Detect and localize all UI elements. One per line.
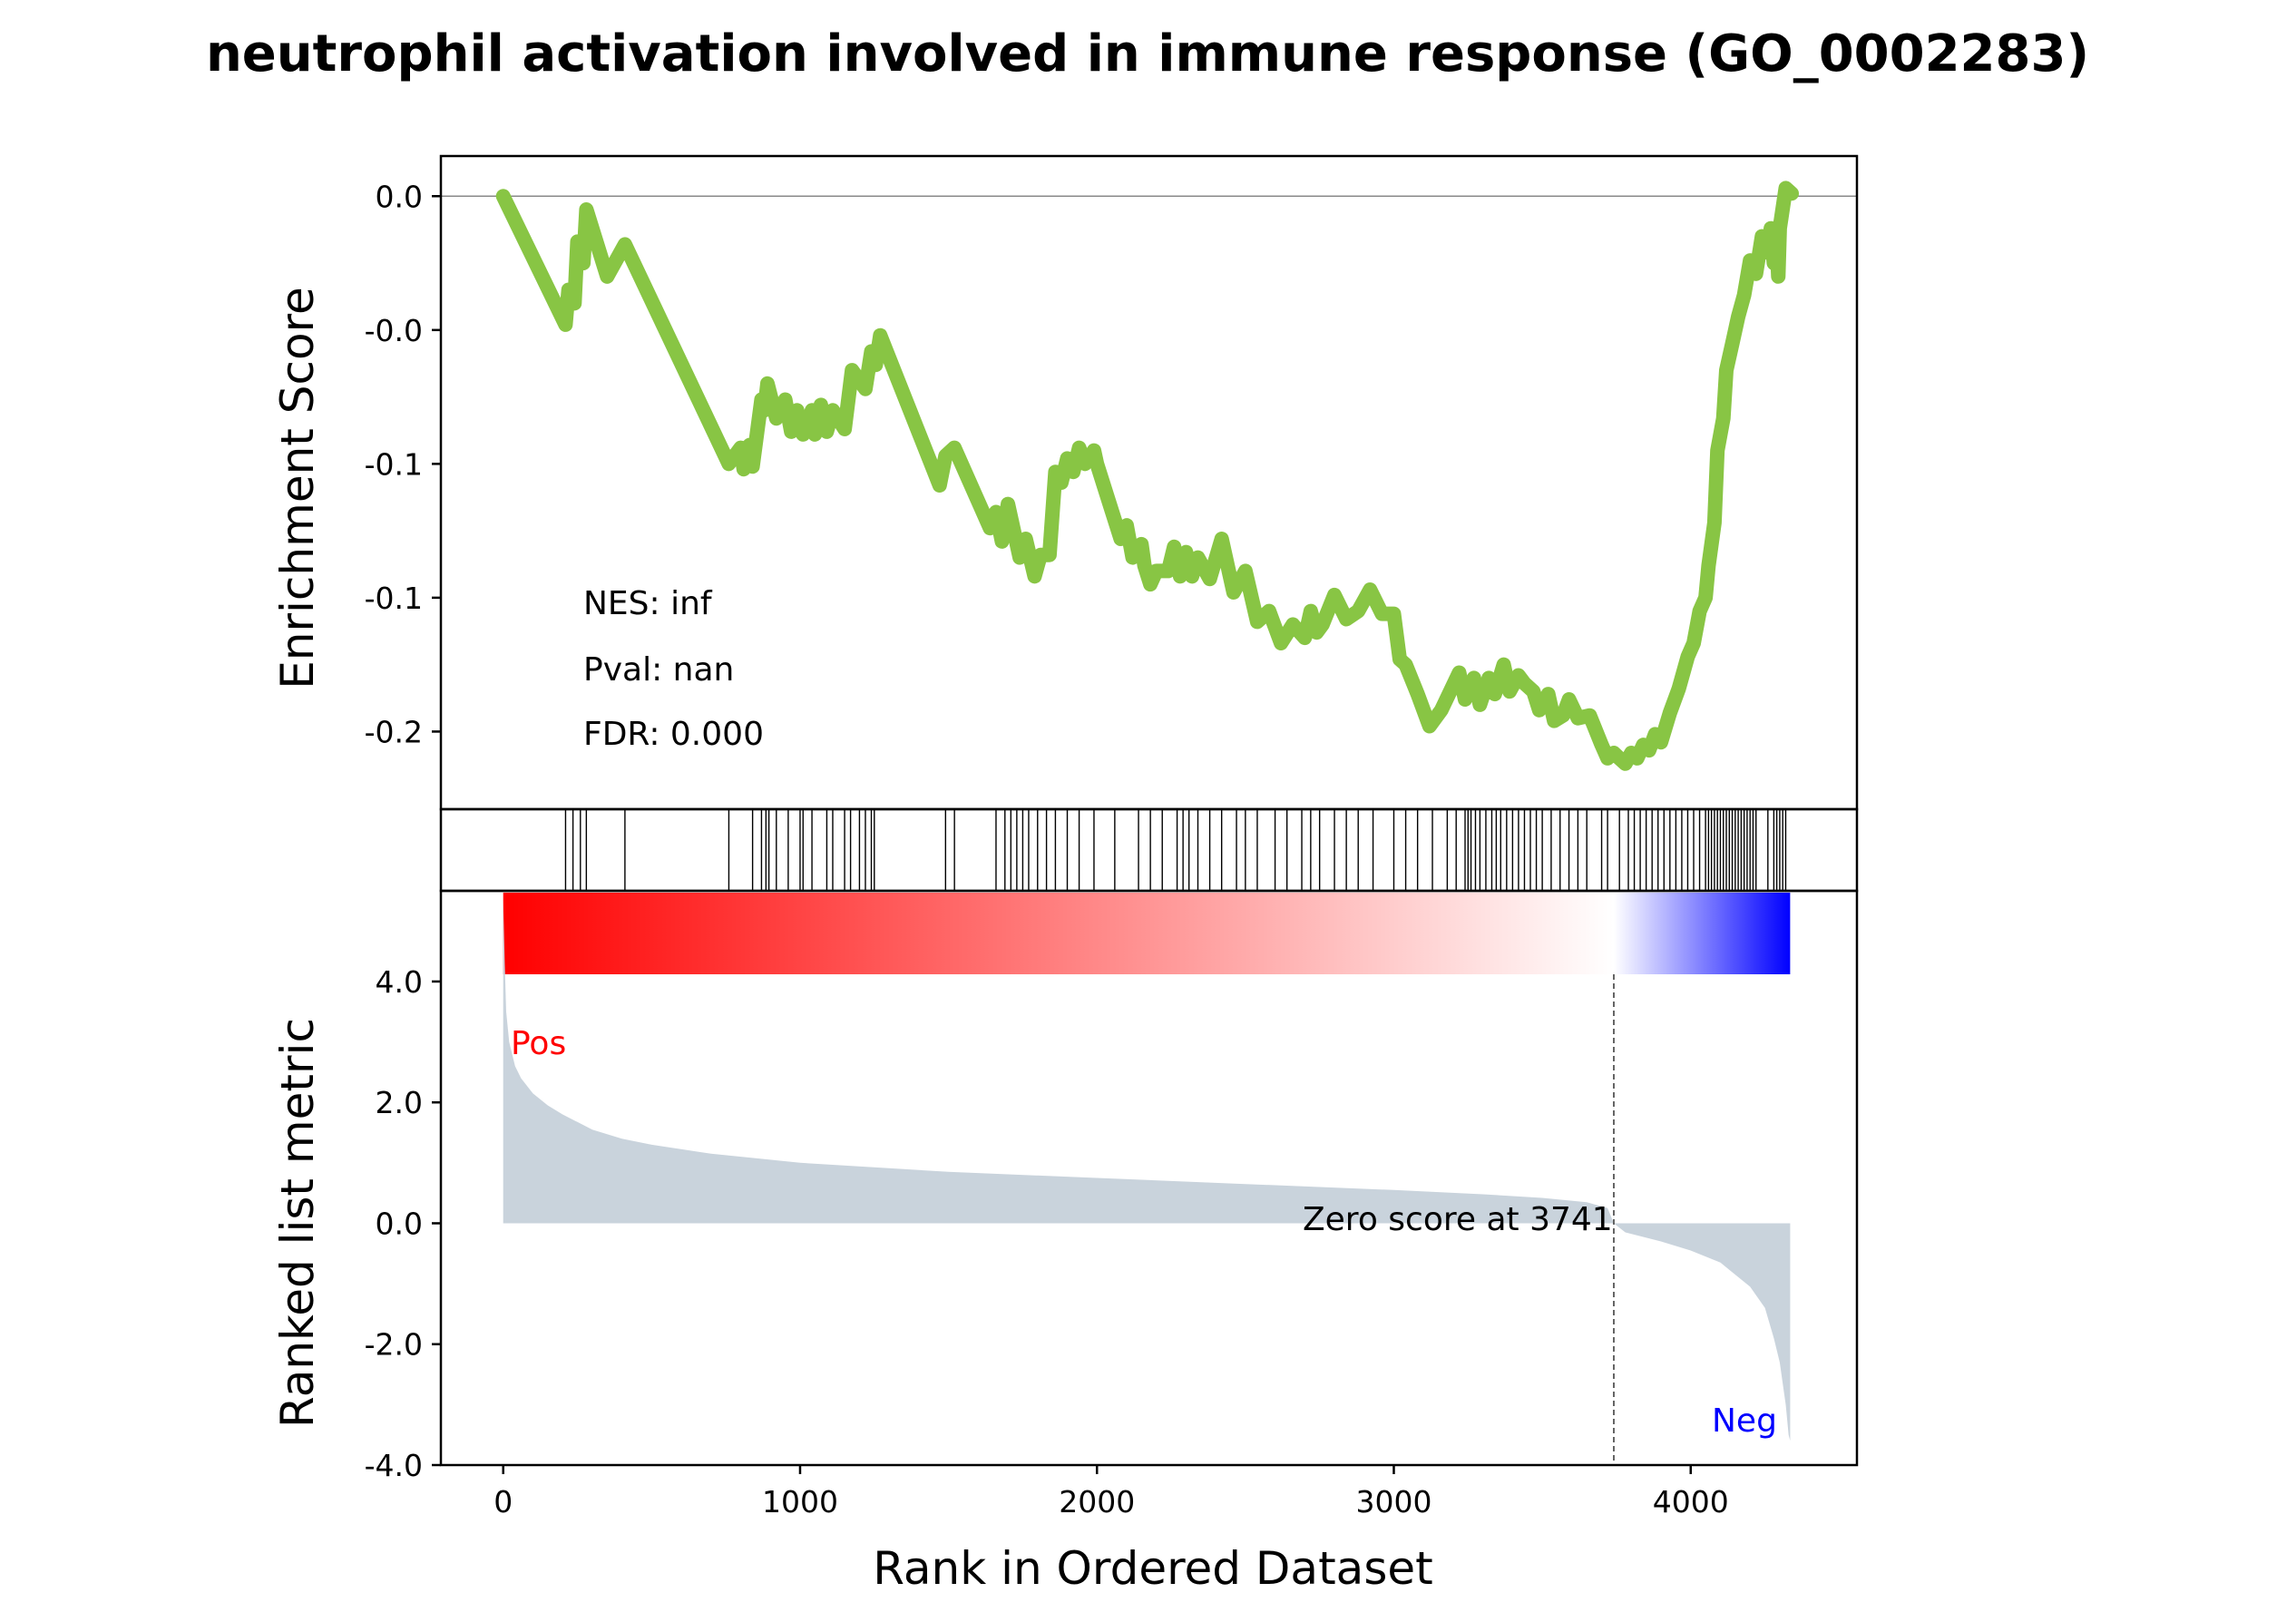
ranked-y-tick-label: 4.0 [376, 964, 423, 1000]
x-tick-label: 1000 [762, 1484, 838, 1519]
pval-annotation: Pval: nan [583, 651, 734, 689]
enrichment-frame [439, 154, 1859, 811]
enrichment-y-ticks: 0.0 -0.0 -0.1 -0.1 -0.2 [365, 179, 441, 749]
ranked-frame [439, 889, 1859, 1467]
colorbar [503, 893, 1791, 974]
x-tick-label: 2000 [1059, 1484, 1135, 1519]
x-tick-label: 3000 [1355, 1484, 1431, 1519]
x-axis-label: Rank in Ordered Dataset [873, 1542, 1432, 1595]
enrichment-y-tick-label: -0.2 [365, 714, 423, 749]
zero-score-label: Zero score at 3741 [1303, 1201, 1613, 1238]
ranked-y-tick-label: 0.0 [376, 1206, 423, 1241]
enrichment-y-tick-label: -0.1 [365, 446, 423, 482]
pos-label: Pos [511, 1025, 566, 1062]
ranked-y-tick-label: 2.0 [376, 1085, 423, 1120]
enrichment-y-label: Enrichment Score [271, 287, 324, 689]
nes-annotation: NES: inf [583, 585, 713, 622]
ranked-y-tick-label: -2.0 [365, 1327, 423, 1363]
hit-panel [439, 807, 1859, 893]
hit-frame [439, 807, 1859, 893]
ranked-panel: 4.0 2.0 0.0 -2.0 -4.0 Zero score at 3741 Pos… [271, 889, 1859, 1483]
enrichment-panel: 0.0 -0.0 -0.1 -0.1 -0.2 NES: inf Pval: nan F… [271, 154, 1859, 811]
enrichment-line [495, 181, 1799, 771]
enrichment-y-tick-label: 0.0 [376, 179, 423, 214]
x-tick-label: 0 [493, 1484, 513, 1519]
enrichment-y-tick-label: -0.1 [365, 581, 423, 616]
ranked-metric-area [503, 900, 1791, 1441]
chart-title: neutrophil activation involved in immune… [206, 24, 2089, 83]
x-tick-label: 4000 [1653, 1484, 1729, 1519]
fdr-annotation: FDR: 0.000 [583, 716, 764, 753]
ranked-y-label: Ranked list metric [271, 1018, 324, 1428]
hit-ticks [564, 809, 1787, 891]
enrichment-y-tick-label: -0.0 [365, 313, 423, 348]
neg-label: Neg [1712, 1402, 1777, 1440]
ranked-y-ticks: 4.0 2.0 0.0 -2.0 -4.0 [365, 964, 441, 1483]
ranked-y-tick-label: -4.0 [365, 1448, 423, 1483]
x-ticks: 0 1000 2000 3000 4000 [493, 1465, 1729, 1519]
